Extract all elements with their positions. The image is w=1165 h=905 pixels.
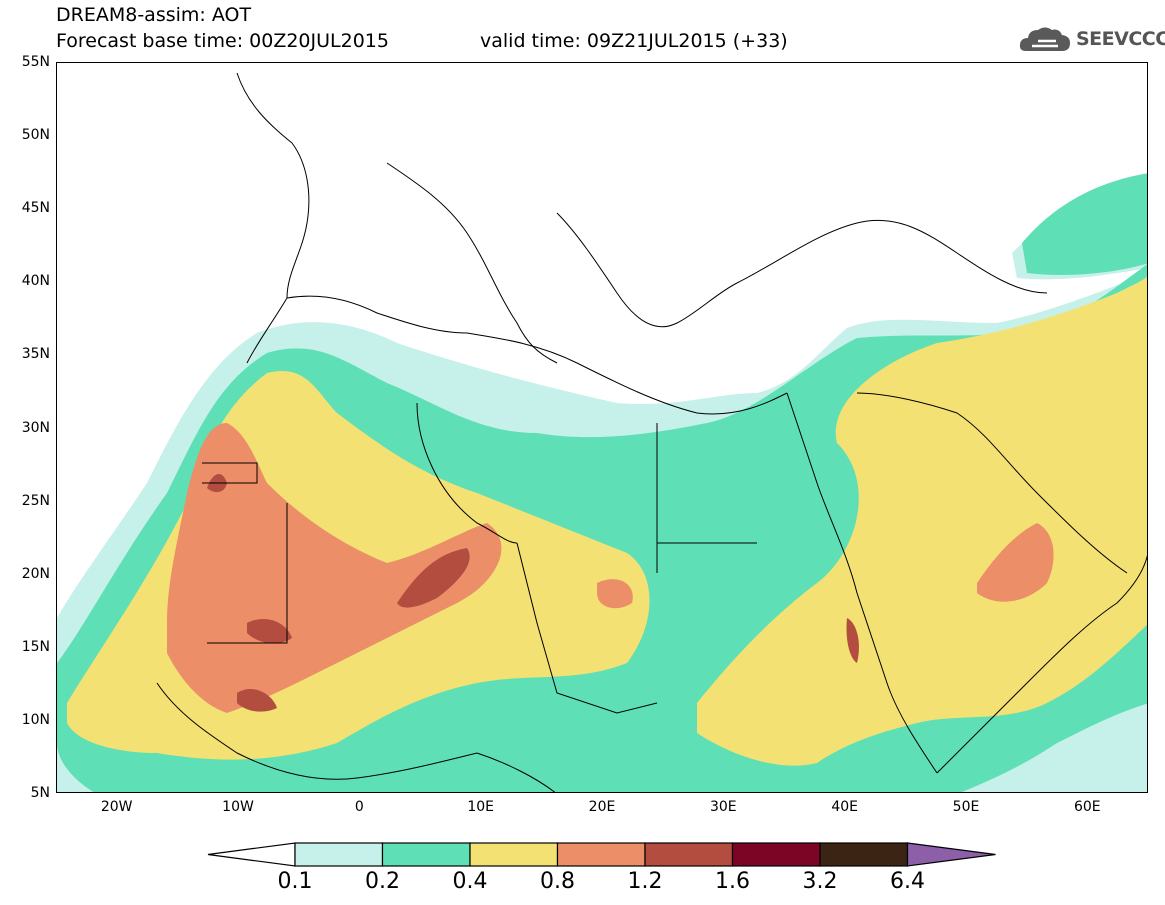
coastlines-borders [156, 72, 1147, 792]
colorbar-threshold-label: 0.4 [452, 869, 488, 894]
aot-field-0.8 [167, 423, 1054, 713]
lat-label: 55N [21, 54, 50, 70]
lat-label: 20N [21, 565, 50, 582]
forecast-base-time: Forecast base time: 00Z20JUL2015 [56, 30, 389, 52]
colorbar-segment [294, 842, 384, 867]
colorbar-threshold-label: 0.2 [365, 869, 400, 894]
lon-label: 30E [709, 799, 737, 815]
valid-time: valid time: 09Z21JUL2015 (+33) [480, 30, 788, 52]
colorbar-high-arrow [906, 842, 996, 867]
lat-label: 40N [21, 273, 50, 290]
map-panel [56, 62, 1148, 793]
lon-label: 20E [588, 799, 616, 815]
colorbar-threshold-label: 3.2 [802, 869, 838, 894]
colorbar-segment [381, 842, 471, 867]
logo-text: SEEVCCC [1076, 28, 1165, 50]
lon-label: 10E [467, 799, 494, 815]
lon-label: 40E [831, 799, 858, 815]
lat-label: 35N [21, 346, 50, 363]
colorbar-threshold-label: 0.1 [277, 869, 313, 894]
lon-label: 50E [952, 799, 980, 815]
map-title: DREAM8-assim: AOT [56, 4, 252, 26]
lat-label: 45N [21, 200, 50, 217]
cloud-icon [1019, 27, 1070, 51]
colorbar-threshold-label: 6.4 [890, 869, 925, 894]
lat-label: 30N [21, 419, 50, 436]
lat-label: 15N [21, 638, 50, 655]
colorbar-segment [644, 842, 734, 867]
colorbar-segment [556, 842, 646, 867]
lat-label: 10N [21, 711, 50, 728]
aot-map [57, 72, 1147, 792]
lat-label: 25N [21, 492, 50, 509]
colorbar-segment [731, 842, 821, 867]
colorbar-segment [469, 842, 559, 867]
colorbar-threshold-label: 0.8 [540, 869, 575, 894]
lon-label: 10W [222, 799, 254, 815]
lat-label: 50N [21, 127, 50, 144]
colorbar-threshold-label: 1.6 [715, 869, 750, 894]
lon-label: 0 [354, 799, 364, 815]
lon-label: 60E [1073, 799, 1101, 815]
seevccc-logo: SEEVCCC [1018, 22, 1165, 56]
colorbar-segment [819, 842, 909, 867]
colorbar-threshold-label: 1.2 [627, 869, 663, 894]
lat-label: 5N [30, 785, 50, 801]
colorbar-low-arrow [207, 842, 296, 867]
lon-label: 20W [100, 799, 133, 815]
